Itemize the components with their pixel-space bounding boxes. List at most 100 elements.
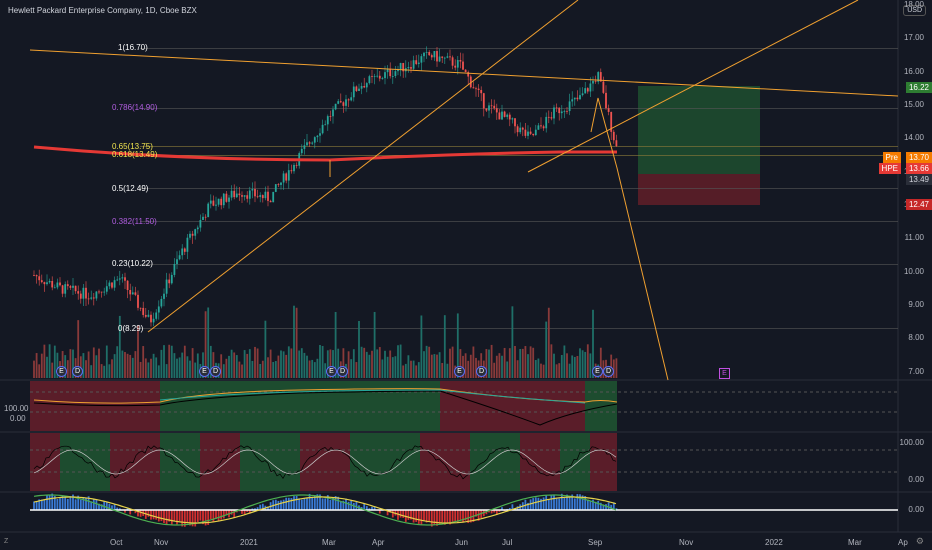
candle-body [220, 198, 223, 206]
projection-line[interactable] [590, 97, 669, 381]
histogram-bar [373, 506, 376, 510]
zoom-icon[interactable]: Z [4, 538, 9, 545]
candle-body [33, 275, 35, 276]
histogram-bar [48, 495, 51, 510]
candle-body [475, 88, 477, 90]
volume-bar [82, 353, 85, 378]
volume-bar [116, 346, 119, 378]
earnings-marker[interactable]: E [199, 366, 210, 377]
candle-body [66, 284, 69, 287]
dividend-marker[interactable]: D [72, 366, 83, 377]
candle-body [176, 259, 178, 265]
candle-body [443, 57, 446, 59]
histogram-bar [248, 510, 251, 514]
gear-icon[interactable]: ⚙ [915, 536, 924, 546]
histogram-bar [456, 510, 459, 523]
chart-title: Hewlett Packard Enterprise Company, 1D, … [8, 6, 197, 15]
candle-body [38, 276, 41, 281]
candle-body [59, 282, 61, 286]
fib-label: 0.382(11.50) [112, 216, 157, 226]
volume-bar [313, 362, 316, 378]
volume-bar [529, 346, 532, 378]
candle-body [129, 290, 132, 295]
time-tick: 2021 [240, 538, 258, 547]
candle-body [293, 164, 295, 172]
volume-bar [287, 346, 290, 378]
target-zone[interactable] [638, 86, 760, 174]
candle-body [329, 116, 332, 117]
histogram-bar [246, 510, 249, 512]
histogram-bar [423, 510, 425, 521]
dividend-marker[interactable]: D [337, 366, 348, 377]
earnings-marker[interactable]: E [56, 366, 67, 377]
pre-market-price-tag: 13.70 [905, 152, 932, 163]
candle-body [441, 56, 444, 58]
volume-bar [404, 363, 407, 378]
volume-bar [121, 350, 124, 378]
osc-band [520, 433, 560, 491]
stop-zone[interactable] [638, 174, 760, 205]
volume-bar [428, 346, 431, 378]
trendline-rising[interactable] [147, 0, 579, 333]
earnings-marker[interactable]: E [454, 366, 465, 377]
volume-bar [248, 349, 251, 378]
candle-body [326, 116, 329, 125]
histogram-bar [459, 510, 462, 520]
earnings-marker[interactable]: E [592, 366, 603, 377]
dividend-marker[interactable]: D [210, 366, 221, 377]
time-tick: Mar [848, 538, 862, 547]
histogram-bar [77, 495, 80, 510]
candle-body [196, 227, 199, 230]
trendline-channel[interactable] [527, 0, 859, 173]
volume-bar [592, 309, 594, 378]
volume-bar [38, 364, 41, 378]
histogram-bar [451, 510, 454, 522]
earnings-marker[interactable]: E [326, 366, 337, 377]
volume-bar [352, 349, 355, 378]
volume-bar [397, 345, 399, 378]
price-tick: 7.00 [908, 366, 924, 376]
volume-bar [243, 350, 246, 378]
volume-bar [137, 325, 139, 378]
candle-body [40, 280, 43, 283]
histogram-bar [243, 510, 246, 515]
histogram-bar [79, 499, 82, 510]
candle-body [230, 190, 233, 198]
candle-body [386, 69, 389, 73]
trendline-top[interactable] [29, 49, 899, 97]
candle-body [407, 67, 410, 69]
volume-bar [581, 350, 584, 378]
currency-button[interactable]: USD [903, 5, 926, 16]
candle-body [105, 286, 108, 292]
candle-body [116, 279, 119, 281]
histogram-bar [155, 510, 158, 520]
candle-body [108, 282, 111, 287]
histogram-bar [568, 496, 571, 510]
histogram-bar [573, 498, 576, 510]
histogram-bar [194, 510, 197, 527]
candle-body [313, 137, 316, 143]
histogram-bar [477, 510, 480, 521]
histogram-bar [150, 510, 152, 520]
volume-bar [165, 364, 168, 378]
volume-bar [129, 354, 132, 378]
volume-bar [467, 360, 470, 378]
dividend-marker[interactable]: D [476, 366, 487, 377]
volume-bar [394, 356, 397, 378]
volume-bar [503, 347, 506, 378]
histogram-bar [599, 502, 602, 510]
indicator-pane-3[interactable] [30, 493, 898, 527]
histogram-bar [124, 510, 126, 513]
histogram-bar [566, 494, 568, 510]
volume-bar [553, 353, 555, 378]
upcoming-earnings-marker[interactable]: E [719, 368, 730, 379]
histogram-bar [365, 506, 368, 510]
indicator-pane-1[interactable] [30, 381, 898, 431]
indicator-pane-2[interactable] [30, 433, 898, 491]
candle-body [358, 88, 360, 92]
volume-bar [410, 360, 412, 378]
dividend-marker[interactable]: D [603, 366, 614, 377]
volume-bar [134, 351, 137, 378]
volume-bar [183, 345, 186, 378]
